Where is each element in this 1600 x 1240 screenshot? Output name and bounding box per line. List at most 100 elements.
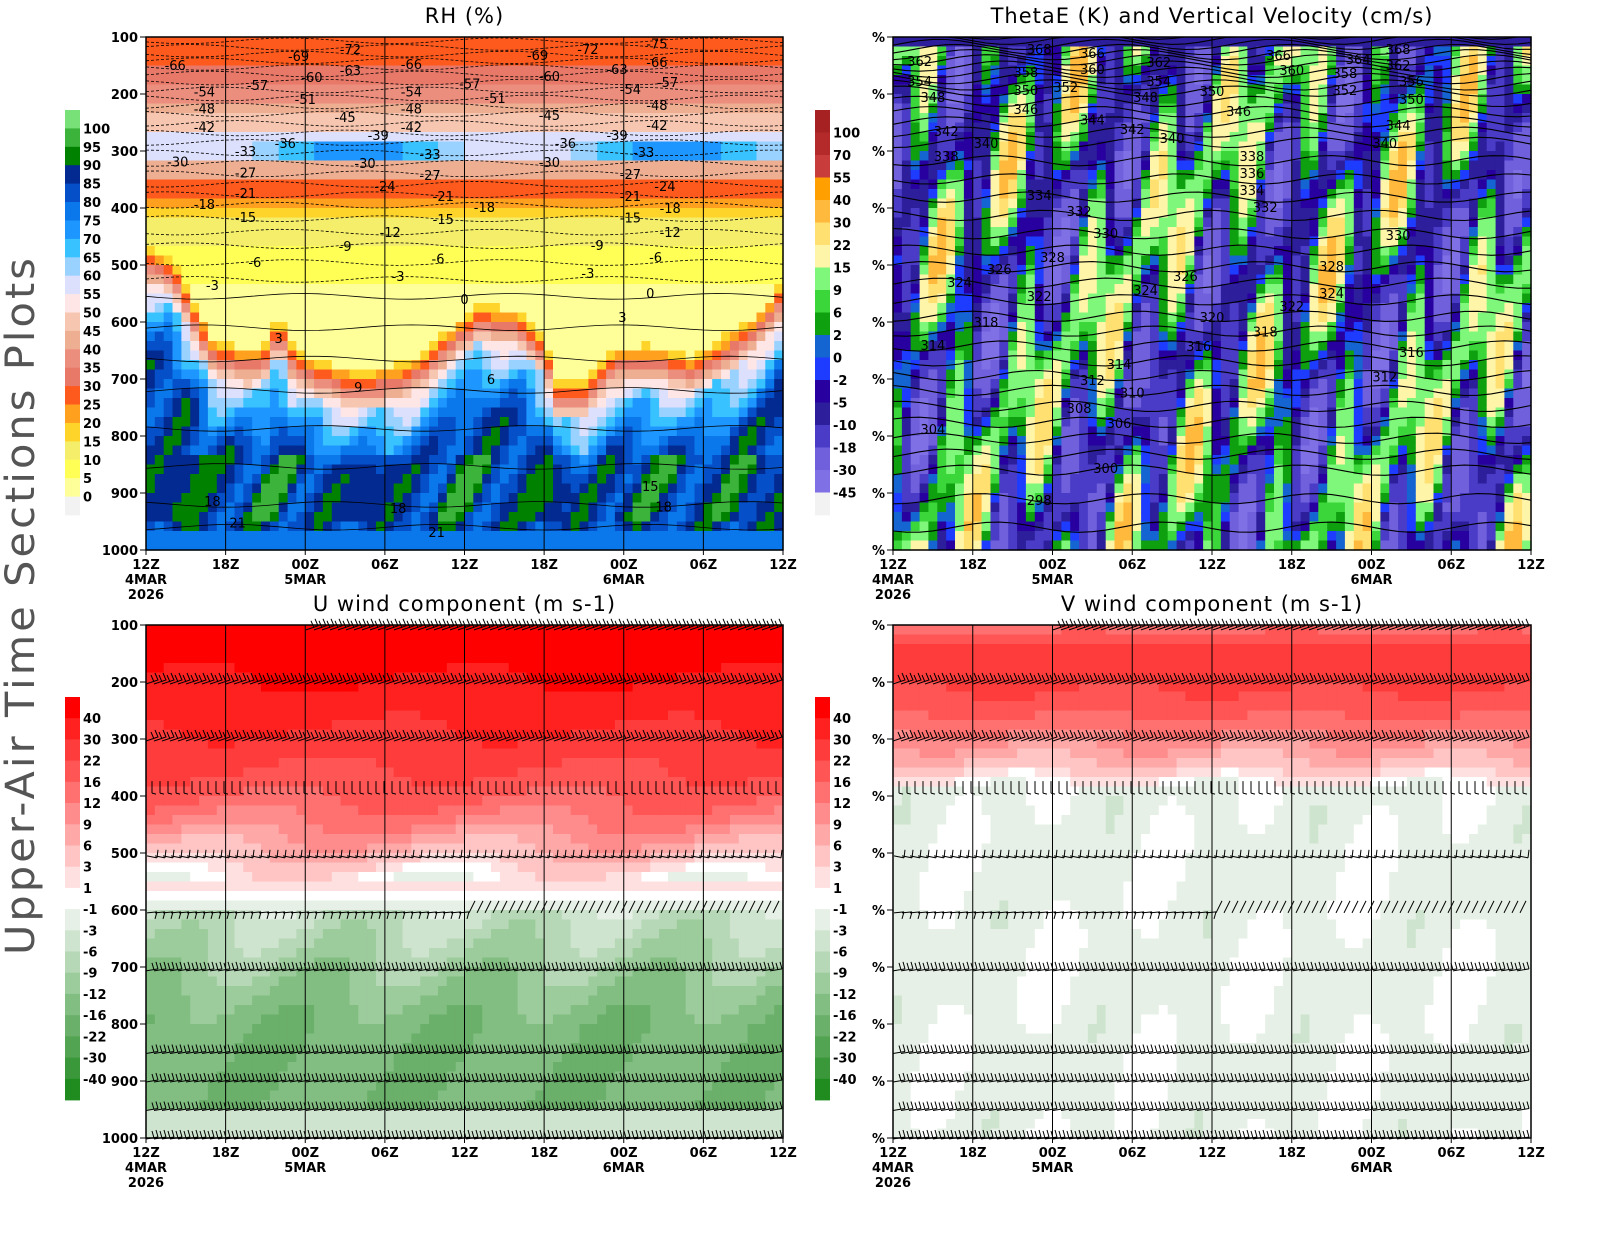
field-cell	[482, 218, 491, 228]
field-cell	[279, 56, 288, 66]
field-cell	[964, 227, 974, 237]
field-cell	[739, 398, 748, 408]
field-cell	[721, 313, 730, 323]
field-cell	[730, 132, 739, 142]
field-cell	[535, 303, 544, 313]
field-cell	[429, 512, 438, 522]
field-cell	[991, 227, 1001, 237]
contour-label: 9	[354, 381, 362, 396]
field-cell	[774, 408, 783, 418]
field-cell	[208, 227, 217, 237]
field-cell	[146, 313, 155, 323]
field-cell	[270, 389, 279, 399]
field-cell	[571, 170, 580, 180]
field-cell	[999, 541, 1009, 551]
field-cell	[509, 446, 518, 456]
field-cell	[252, 436, 261, 446]
field-cell	[261, 379, 270, 389]
colorbar-swatch	[65, 202, 80, 221]
field-cell	[500, 512, 509, 522]
field-cell	[155, 493, 164, 503]
field-cell	[181, 484, 190, 494]
field-cell	[641, 370, 650, 380]
field-cell	[199, 427, 208, 437]
field-cell	[243, 66, 252, 76]
field-cell	[243, 332, 252, 342]
field-cell	[226, 189, 235, 199]
field-cell	[588, 66, 597, 76]
field-cell	[606, 370, 615, 380]
field-cell	[920, 142, 930, 152]
field-cell	[633, 246, 642, 256]
field-cell	[243, 465, 252, 475]
field-cell	[261, 218, 270, 228]
field-cell	[376, 455, 385, 465]
field-cell	[332, 360, 341, 370]
field-cell	[526, 37, 535, 47]
field-cell	[571, 237, 580, 247]
field-cell	[668, 370, 677, 380]
field-cell	[411, 246, 420, 256]
field-cell	[765, 85, 774, 95]
field-cell	[296, 227, 305, 237]
field-cell	[332, 332, 341, 342]
field-cell	[937, 484, 947, 494]
field-cell	[270, 151, 279, 161]
field-cell	[580, 246, 589, 256]
field-cell	[199, 265, 208, 275]
field-cell	[314, 370, 323, 380]
field-cell	[893, 265, 903, 275]
field-cell	[341, 531, 350, 541]
field-cell	[730, 151, 739, 161]
field-cell	[332, 170, 341, 180]
field-cell	[279, 322, 288, 332]
field-cell	[902, 389, 912, 399]
field-cell	[748, 379, 757, 389]
field-cell	[173, 94, 182, 104]
field-cell	[721, 503, 730, 513]
field-cell	[411, 265, 420, 275]
field-cell	[518, 237, 527, 247]
field-cell	[1008, 541, 1018, 551]
x-tick-label: 06Z	[690, 558, 718, 573]
field-cell	[535, 275, 544, 285]
field-cell	[155, 199, 164, 209]
field-cell	[659, 455, 668, 465]
field-cell	[305, 446, 314, 456]
field-cell	[429, 541, 438, 551]
field-cell	[288, 436, 297, 446]
field-cell	[367, 370, 376, 380]
field-cell	[296, 408, 305, 418]
colorbar-label: 0	[83, 491, 92, 506]
field-cell	[208, 47, 217, 57]
field-cell	[703, 474, 712, 484]
field-cell	[252, 398, 261, 408]
field-cell	[606, 265, 615, 275]
field-cell	[385, 484, 394, 494]
field-cell	[261, 322, 270, 332]
field-cell	[920, 503, 930, 513]
field-cell	[677, 493, 686, 503]
field-cell	[544, 503, 553, 513]
field-cell	[765, 541, 774, 551]
field-cell	[305, 370, 314, 380]
field-cell	[686, 503, 695, 513]
field-cell	[332, 256, 341, 266]
field-cell	[633, 303, 642, 313]
field-cell	[982, 512, 992, 522]
field-cell	[928, 398, 938, 408]
field-cell	[597, 408, 606, 418]
field-cell	[562, 541, 571, 551]
field-cell	[703, 427, 712, 437]
field-cell	[411, 275, 420, 285]
field-cell	[712, 265, 721, 275]
contour-label: -48	[194, 102, 215, 117]
field-cell	[686, 379, 695, 389]
field-cell	[991, 503, 1001, 513]
field-cell	[748, 313, 757, 323]
field-cell	[964, 455, 974, 465]
field-cell	[1008, 37, 1018, 47]
field-cell	[668, 484, 677, 494]
field-cell	[509, 227, 518, 237]
field-cell	[526, 151, 535, 161]
